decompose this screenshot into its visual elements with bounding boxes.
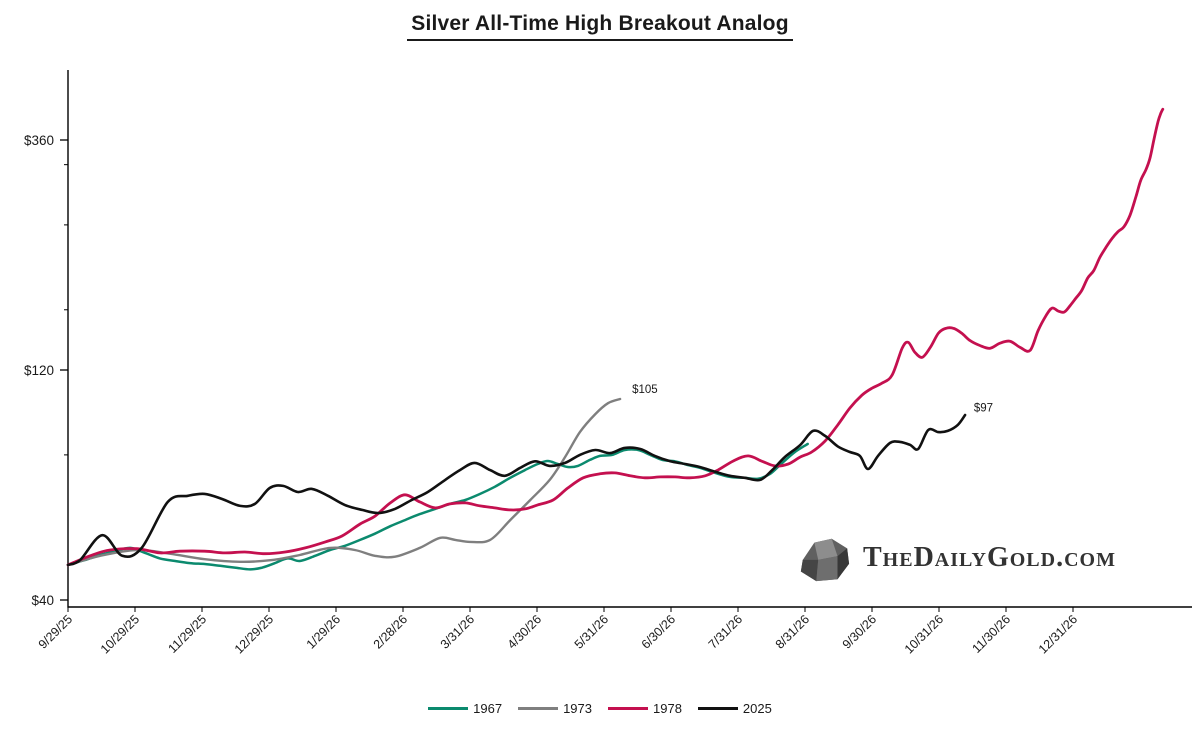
series-end-label: $97 <box>974 402 993 414</box>
x-tick-label: 10/29/25 <box>98 612 142 656</box>
chart-title-text: Silver All-Time High Breakout Analog <box>407 12 793 41</box>
x-tick-label: 5/31/26 <box>572 612 611 651</box>
axes <box>67 70 1192 608</box>
x-tick-label: 4/30/26 <box>505 612 544 651</box>
x-tick-label: 7/31/26 <box>706 612 745 651</box>
x-tick-label: 11/29/25 <box>165 612 209 656</box>
legend-swatch-1967 <box>428 707 469 710</box>
legend-item-1973: 1973 <box>518 701 592 716</box>
series-line-2025 <box>66 413 967 567</box>
x-tick-label: 12/29/25 <box>232 612 276 656</box>
x-tick-label: 9/30/26 <box>840 612 879 651</box>
legend-label-1973: 1973 <box>563 701 592 716</box>
x-tick-label: 8/31/26 <box>773 612 812 651</box>
x-tick-label: 12/31/26 <box>1036 612 1080 656</box>
y-tick-label: $120 <box>24 363 54 378</box>
y-tick-label: $360 <box>24 133 54 148</box>
legend-item-1967: 1967 <box>428 701 502 716</box>
legend-item-2025: 2025 <box>697 701 772 716</box>
series-end-label: $105 <box>632 384 658 396</box>
x-tick-label: 9/29/25 <box>36 612 75 651</box>
legend-label-1978: 1978 <box>653 701 682 716</box>
x-tick-label: 3/31/26 <box>438 612 477 651</box>
gold-nugget-icon <box>800 538 850 582</box>
y-tick-label: $40 <box>31 593 54 608</box>
legend: 1967 1973 1978 2025 <box>0 701 1200 716</box>
chart-title: Silver All-Time High Breakout Analog <box>0 12 1200 41</box>
series-line-1978 <box>66 107 1165 567</box>
x-tick-label: 1/29/26 <box>304 612 343 651</box>
legend-swatch-2025 <box>697 707 738 710</box>
legend-item-1978: 1978 <box>608 701 682 716</box>
x-tick-label: 10/31/26 <box>902 612 946 656</box>
legend-label-2025: 2025 <box>742 701 772 716</box>
watermark-logo: TheDailyGold.com <box>795 531 1116 585</box>
x-tick-label: 2/28/26 <box>371 612 410 651</box>
watermark-text: TheDailyGold.com <box>863 542 1116 573</box>
legend-swatch-1973 <box>518 707 559 710</box>
legend-swatch-1978 <box>608 707 648 710</box>
series-line-1973 <box>66 397 622 567</box>
x-tick-label: 6/30/26 <box>639 612 678 651</box>
x-tick-label: 11/30/26 <box>969 612 1013 656</box>
legend-label-1967: 1967 <box>473 701 503 716</box>
